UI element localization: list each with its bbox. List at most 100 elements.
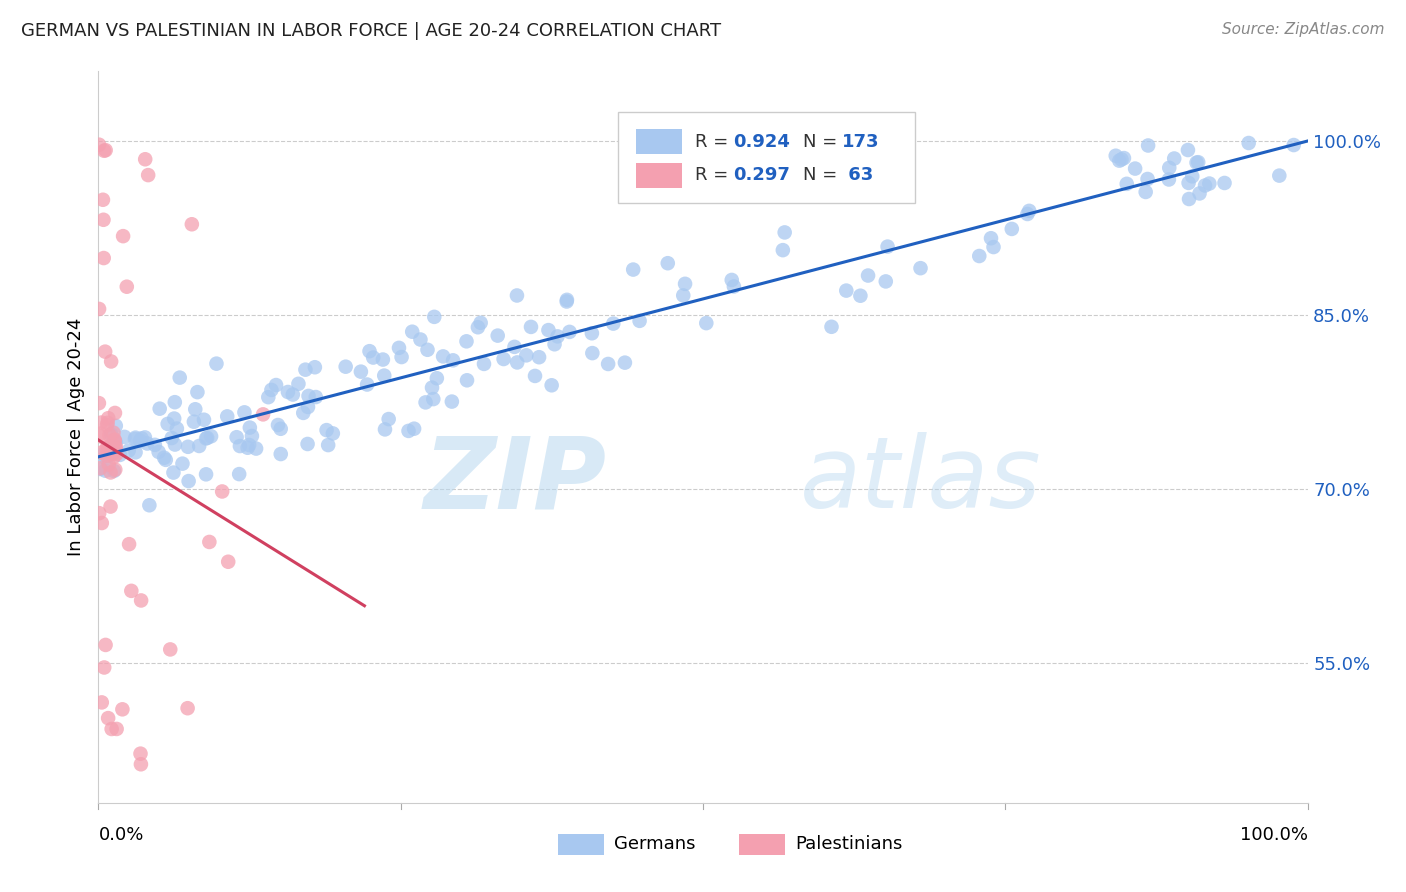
Point — [723, 279, 745, 293]
FancyBboxPatch shape — [558, 833, 603, 855]
Point — [172, 457, 194, 471]
Point — [104, 439, 127, 453]
Text: 0.297: 0.297 — [734, 166, 790, 185]
Point — [90, 426, 112, 441]
Point — [422, 392, 444, 406]
Point — [292, 406, 315, 420]
Point — [238, 438, 260, 452]
Point — [527, 350, 550, 364]
Point — [820, 319, 842, 334]
Point — [90, 516, 112, 530]
Point — [980, 231, 1002, 245]
Point — [440, 394, 463, 409]
Point — [96, 449, 118, 463]
Point — [93, 144, 115, 158]
Point — [420, 381, 443, 395]
Point — [875, 274, 897, 288]
Point — [177, 440, 200, 454]
Point — [89, 462, 111, 476]
Point — [409, 333, 432, 347]
Point — [100, 722, 122, 736]
Point — [1115, 177, 1137, 191]
Point — [162, 466, 184, 480]
Point — [176, 701, 198, 715]
Point — [492, 351, 515, 366]
FancyBboxPatch shape — [740, 833, 785, 855]
Point — [315, 423, 337, 437]
Point — [294, 362, 316, 376]
Point — [983, 240, 1005, 254]
Text: N =: N = — [803, 166, 844, 185]
Point — [1194, 178, 1216, 193]
Point — [441, 353, 464, 368]
Point — [104, 418, 127, 433]
Point — [236, 441, 259, 455]
Point — [103, 444, 125, 458]
Point — [100, 427, 122, 442]
Point — [93, 251, 115, 265]
Point — [467, 320, 489, 334]
Point — [506, 355, 529, 369]
Text: Germans: Germans — [613, 836, 695, 854]
Point — [111, 702, 134, 716]
Point — [163, 411, 186, 425]
Point — [148, 445, 170, 459]
Point — [93, 212, 115, 227]
Point — [205, 357, 228, 371]
Point — [322, 426, 344, 441]
Point — [432, 350, 454, 364]
Point — [129, 434, 152, 448]
Point — [87, 137, 110, 152]
Point — [184, 402, 207, 417]
Point — [672, 288, 695, 302]
Point — [129, 757, 152, 772]
Point — [1177, 143, 1199, 157]
Point — [456, 334, 478, 349]
Point — [131, 431, 153, 445]
Point — [377, 412, 399, 426]
Point — [621, 262, 644, 277]
Point — [87, 301, 110, 316]
Point — [910, 261, 932, 276]
Point — [98, 428, 121, 442]
Point — [96, 451, 118, 466]
Point — [558, 325, 581, 339]
Point — [371, 352, 394, 367]
Point — [120, 583, 142, 598]
Point — [260, 383, 283, 397]
Point — [391, 350, 413, 364]
Point — [169, 370, 191, 384]
Point — [613, 356, 636, 370]
Point — [316, 438, 339, 452]
Text: ZIP: ZIP — [423, 433, 606, 530]
Point — [87, 396, 110, 410]
Point — [143, 438, 166, 452]
Point — [94, 638, 117, 652]
Point — [97, 440, 120, 454]
Point — [239, 420, 262, 434]
Point — [105, 447, 128, 461]
Point — [673, 277, 696, 291]
Point — [177, 474, 200, 488]
Point — [695, 316, 717, 330]
Point — [97, 711, 120, 725]
Point — [1137, 138, 1160, 153]
Point — [835, 284, 858, 298]
Point — [193, 413, 215, 427]
Point — [96, 418, 118, 433]
Point — [359, 344, 381, 359]
Point — [94, 344, 117, 359]
Point — [555, 293, 578, 307]
Point — [195, 431, 218, 445]
Point — [252, 408, 274, 422]
Point — [103, 433, 125, 447]
Text: N =: N = — [803, 133, 844, 151]
Point — [97, 411, 120, 425]
Point — [149, 401, 172, 416]
Point — [229, 439, 252, 453]
Point — [1159, 161, 1181, 175]
Point — [1111, 153, 1133, 167]
Point — [773, 226, 796, 240]
Point — [134, 430, 156, 444]
Point — [524, 368, 547, 383]
